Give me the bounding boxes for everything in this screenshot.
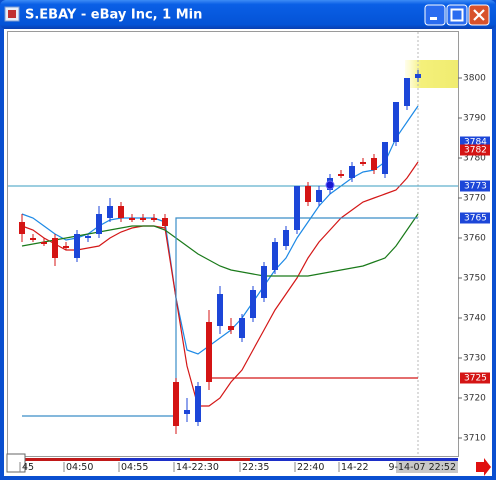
marker	[325, 180, 335, 190]
button-face[interactable]	[446, 4, 468, 26]
y-tick-label: 3730	[463, 354, 486, 364]
button-glyph	[430, 17, 437, 20]
price-label-box	[460, 212, 490, 224]
candle-body	[41, 242, 47, 244]
candle-body	[404, 78, 410, 106]
candle-body	[305, 186, 311, 202]
x-tick-label: 14-22:30	[176, 462, 219, 473]
y-tick-label: 3740	[463, 314, 486, 324]
indicator-line	[22, 217, 418, 417]
candle-body	[19, 222, 25, 234]
current-time-box	[396, 461, 458, 473]
price-label: 3784	[464, 138, 487, 148]
x-tick-label: 04:50	[66, 462, 93, 473]
candle-body	[239, 318, 245, 338]
app-icon-mark	[8, 10, 16, 18]
indicator-line	[21, 161, 419, 407]
candle-body	[85, 236, 91, 238]
scroll-arrow[interactable]	[476, 458, 491, 476]
price-label-box	[460, 180, 490, 192]
marks: 3710 3720 3730 3740 3750 3760 3770 3780 3790 3800…	[8, 70, 490, 473]
close-button[interactable]	[468, 4, 490, 26]
candle-body	[338, 174, 344, 176]
x-tick-label: 45	[22, 462, 34, 473]
x-tick-label: 22:35	[242, 462, 269, 473]
title-bar	[0, 0, 496, 29]
button-face[interactable]	[424, 4, 446, 26]
minimize-button[interactable]	[424, 4, 446, 26]
candle-body	[184, 410, 190, 414]
candle-body	[151, 218, 157, 220]
candle-body	[415, 74, 421, 78]
candle-body	[217, 294, 223, 326]
y-tick-label: 3750	[463, 274, 486, 284]
y-tick-label: 3720	[463, 394, 486, 404]
candle-body	[371, 158, 377, 170]
price-label: 3725	[464, 374, 487, 384]
candle-body	[195, 386, 201, 422]
candle-body	[118, 206, 124, 218]
price-label: 3765	[464, 214, 487, 224]
x-tick-label: 9-14-07 22:52	[389, 462, 456, 473]
candle-body	[206, 322, 212, 382]
candle-body	[272, 242, 278, 270]
candle-body	[107, 206, 113, 218]
candle-body	[140, 218, 146, 220]
candle-body	[360, 162, 366, 164]
price-label: 3773	[464, 182, 487, 192]
y-tick-label: 3800	[463, 74, 486, 84]
price-label-box	[460, 136, 490, 148]
candle-body	[173, 382, 179, 426]
candle-body	[250, 290, 256, 318]
candle-body	[96, 214, 102, 234]
button-glyph	[450, 8, 464, 22]
candle-body	[261, 266, 267, 298]
candle-body	[30, 238, 36, 240]
candle-body	[74, 234, 80, 258]
candle-body	[349, 166, 355, 178]
y-tick-label: 3780	[463, 154, 486, 164]
candle-body	[162, 218, 168, 226]
time-bar-segment	[190, 458, 250, 461]
plot-area	[7, 31, 459, 457]
candle-body	[52, 238, 58, 258]
y-tick-label: 3710	[463, 434, 486, 444]
y-tick-label: 3770	[463, 194, 486, 204]
price-label: 3782	[464, 146, 487, 156]
button-glyph	[473, 9, 485, 21]
price-label-box	[460, 372, 490, 384]
y-tick-label: 3790	[463, 114, 486, 124]
candle-body	[393, 102, 399, 142]
candle-body	[316, 190, 322, 202]
candle-body	[382, 142, 388, 174]
candle-body	[228, 326, 234, 330]
highlight	[405, 60, 458, 88]
price-label-box	[460, 144, 490, 156]
maximize-button[interactable]	[446, 4, 468, 26]
candle-body	[294, 186, 300, 230]
x-tick-label: 22:40	[297, 462, 324, 473]
x-tick-label: 14-22	[341, 462, 369, 473]
candle-body	[63, 246, 69, 248]
x-tick-label: 04:55	[121, 462, 148, 473]
candle-body	[129, 218, 135, 220]
candle-body	[283, 230, 289, 246]
y-tick-label: 3760	[463, 234, 486, 244]
window-title: S.EBAY - eBay Inc, 1 Min	[25, 8, 202, 23]
time-bar-segment	[8, 458, 120, 461]
